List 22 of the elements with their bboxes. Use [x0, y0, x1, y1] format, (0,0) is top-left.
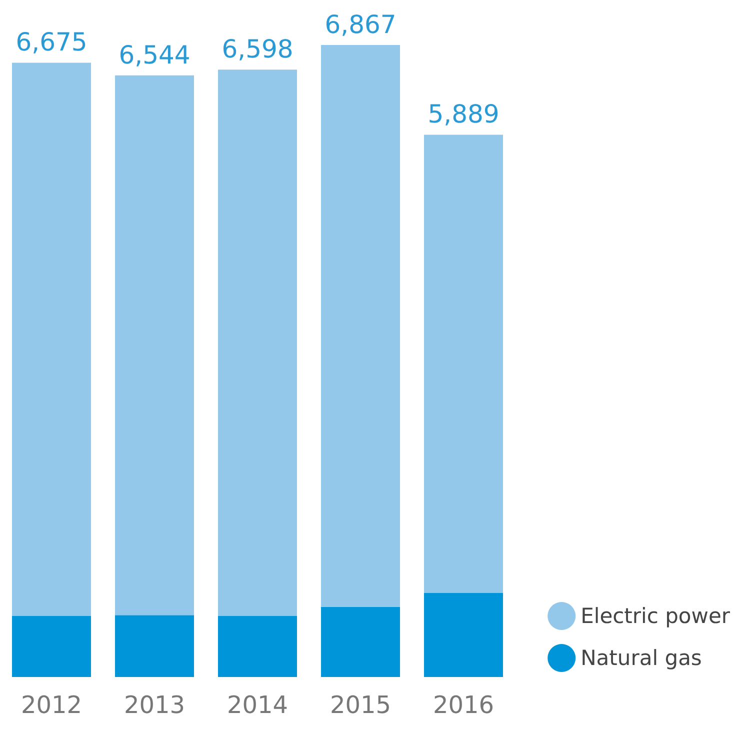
x-tick-label: 2014: [226, 691, 288, 719]
annotation: 6,675: [16, 28, 88, 57]
annotation: 6,598: [222, 34, 294, 64]
annotation: 6,544: [118, 40, 190, 70]
bar: [218, 616, 297, 677]
bar: [321, 45, 400, 607]
bar: [115, 615, 194, 677]
x-tick-label: 2015: [330, 691, 392, 719]
legend-label: Natural gas: [580, 646, 702, 670]
annotation: 5,889: [428, 100, 500, 129]
x-tick-label: 2012: [20, 691, 82, 719]
annotation: 6,867: [324, 10, 396, 39]
x-tick-label: 2013: [124, 691, 186, 719]
bar: [12, 62, 91, 616]
legend-label: Electric power: [580, 604, 730, 628]
bar: [321, 606, 400, 677]
bar: [218, 70, 297, 616]
bar: [424, 592, 503, 677]
bar: [115, 75, 194, 616]
bar: [12, 616, 91, 677]
x-tick-label: 2016: [432, 691, 494, 719]
bar: [424, 134, 503, 593]
